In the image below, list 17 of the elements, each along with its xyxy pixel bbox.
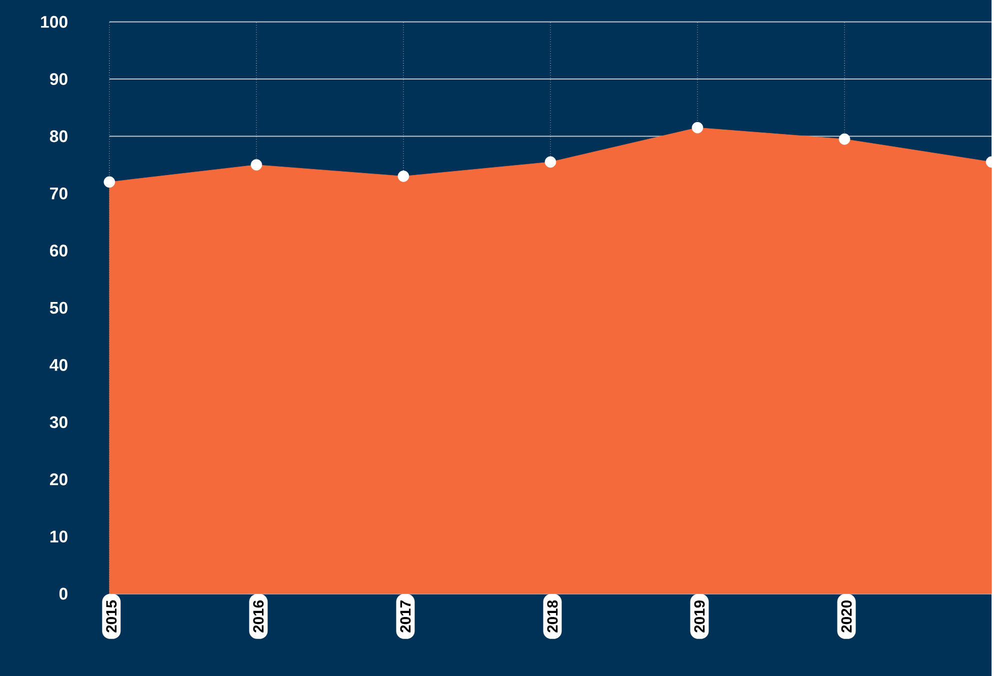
y-tick-label: 70 [50,187,68,200]
x-tick-label: 2017 [400,600,411,632]
x-tick-label: 2018 [547,600,558,632]
y-tick-label: 100 [41,16,68,28]
x-tick-label: 2019 [694,600,705,632]
x-tick-label: 2020 [841,600,852,632]
y-tick-label: 80 [50,130,68,142]
y-tick-label: 60 [50,244,68,256]
x-tick-label: 2016 [253,600,264,632]
y-tick-label: 10 [50,530,68,542]
y-tick-label: 0 [59,588,68,600]
y-tick-label: 90 [50,72,68,85]
y-tick-label: 50 [50,302,68,314]
y-tick-label: 20 [50,473,68,486]
y-tick-label: 40 [50,358,68,371]
y-tick-label: 30 [50,416,68,428]
x-tick-label: 2015 [106,600,117,632]
